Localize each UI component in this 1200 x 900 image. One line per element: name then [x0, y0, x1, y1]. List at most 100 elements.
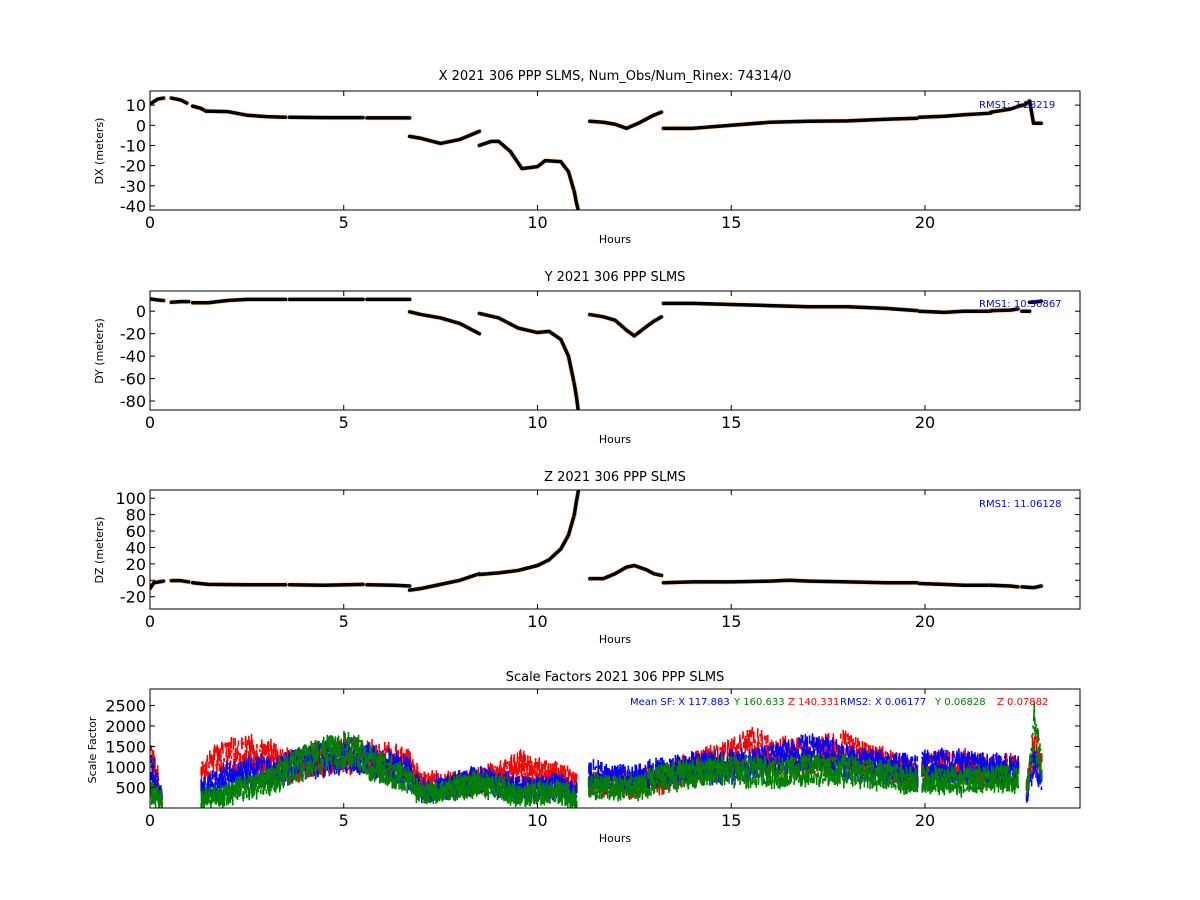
panel-y-ytick-label: 0 — [136, 302, 146, 321]
panel-x-data — [150, 95, 1044, 210]
panel-sf-ytick-label: 500 — [115, 778, 146, 797]
panel-y-ylabel: DY (meters) — [93, 318, 106, 383]
panel-x-ytick-label: -40 — [120, 197, 146, 216]
panel-y-track-2 — [190, 297, 288, 305]
panel-x-track-3 — [204, 109, 288, 119]
panel-x-track-2 — [190, 104, 208, 113]
panel-x-ytick-label: 0 — [136, 116, 146, 135]
panel-y-track-13 — [1027, 299, 1043, 304]
panel-sf-rms2-y: Y 0.06828 — [934, 697, 986, 708]
panel-sf-xtick-label: 10 — [527, 811, 547, 830]
panel-z-track-2 — [190, 580, 288, 587]
panel-z-track-7 — [572, 490, 580, 517]
panel-x-track-6 — [407, 129, 482, 146]
panel-z-rms: RMS1: 11.06128 — [979, 499, 1062, 510]
panel-x-track-11 — [917, 111, 993, 119]
panel-y-track-7 — [572, 382, 580, 410]
panel-z-track-3 — [287, 582, 365, 587]
panel-sf-xtick-label: 0 — [145, 811, 155, 830]
panel-sf-xlabel: Hours — [599, 832, 631, 845]
panel-y-track-9 — [661, 301, 919, 313]
panel-sf-ytick-label: 1000 — [105, 758, 146, 777]
panel-z-xtick-label: 10 — [527, 612, 547, 631]
panel-z-ytick-label: 100 — [115, 489, 146, 508]
panel-z: Z 2021 306 PPP SLMS 0 5 10 15 20100806040200… — [93, 470, 1081, 646]
panel-z-track-0 — [150, 579, 166, 591]
panel-y-xlabel: Hours — [599, 433, 631, 446]
panel-y-track-11 — [989, 307, 1020, 313]
panel-x-ytick-label: -30 — [120, 177, 146, 196]
panel-x-ylabel: DX (meters) — [93, 118, 106, 185]
panel-sf-meansf-z: Z 140.331 — [788, 697, 839, 708]
panel-y-plot: 0 5 10 15 20 0 -20 -40 -60 -80 — [120, 290, 1081, 432]
panel-y-xtick-label: 10 — [527, 413, 547, 432]
panel-y-frame — [149, 290, 1081, 411]
panel-z-ylabel: DZ (meters) — [93, 517, 106, 584]
panel-x-ytick-label: -20 — [120, 157, 146, 176]
panel-x-track-12 — [989, 103, 1024, 114]
panel-z-track-5 — [407, 571, 482, 592]
panel-x: X 2021 306 PPP SLMS, Num_Obs/Num_Rinex: … — [93, 69, 1081, 246]
panel-z-ytick-label: 60 — [126, 522, 146, 541]
panel-sf-series-y-1 — [200, 730, 578, 808]
panel-z-track-11 — [989, 583, 1020, 589]
panel-z-xtick-label: 20 — [915, 612, 935, 631]
panel-sf-ylabel: Scale Factor — [86, 716, 99, 783]
panel-x-xtick-label: 15 — [721, 213, 741, 232]
panel-z-track-1 — [169, 578, 191, 584]
panel-z-xtick-label: 15 — [721, 612, 741, 631]
panel-x-track-7 — [477, 139, 577, 194]
panel-z-title: Z 2021 306 PPP SLMS — [544, 470, 686, 485]
panel-z-xtick-label: 0 — [145, 612, 155, 631]
panel-x-xtick-label: 5 — [339, 213, 349, 232]
panel-sf-ytick-label: 2000 — [105, 717, 146, 736]
panel-z-track-10 — [917, 581, 993, 587]
panel-y-track-8 — [588, 312, 664, 338]
panel-z-track-4 — [365, 583, 412, 588]
panel-z-ytick-label: 20 — [126, 555, 146, 574]
panel-sf-data — [150, 701, 1043, 808]
panel-z-track-8 — [588, 563, 664, 581]
panel-y-title: Y 2021 306 PPP SLMS — [544, 270, 686, 285]
panel-sf-frame — [149, 688, 1081, 809]
panel-x-track-0 — [150, 96, 166, 106]
panel-y-track-0 — [150, 297, 166, 303]
panel-sf-xtick-label: 15 — [721, 811, 741, 830]
panel-sf-title: Scale Factors 2021 306 PPP SLMS — [506, 670, 725, 685]
panel-sf-xtick-label: 5 — [339, 811, 349, 830]
panel-sf-meansf-y: Y 160.633 — [733, 697, 785, 708]
panel-z-track-12 — [1020, 584, 1043, 590]
panel-x-ytick-label: -10 — [120, 136, 146, 155]
panel-sf-series-y-4 — [1025, 701, 1043, 796]
panel-x-track-9 — [588, 110, 664, 131]
panel-sf-meansf-x: Mean SF: X 117.883 — [630, 697, 730, 708]
panel-y-xtick-label: 20 — [915, 413, 935, 432]
panel-x-track-10 — [661, 116, 919, 131]
panel-z-ytick-label: -20 — [120, 588, 146, 607]
panel-y-data — [150, 296, 1044, 410]
panel-z-ytick-label: 80 — [126, 506, 146, 525]
panel-y-track-1 — [169, 299, 191, 304]
panel-z-frame — [149, 489, 1081, 610]
panel-y-xtick-label: 0 — [145, 413, 155, 432]
panel-x-track-14 — [1027, 99, 1043, 126]
panel-z-ytick-label: 40 — [126, 538, 146, 557]
panel-y-ytick-label: -40 — [120, 347, 146, 366]
panel-z-data — [150, 490, 1044, 593]
panel-x-xlabel: Hours — [599, 233, 631, 246]
panel-x-xtick-label: 0 — [145, 213, 155, 232]
panel-x-xtick-label: 10 — [527, 213, 547, 232]
panel-z-ytick-label: 0 — [136, 571, 146, 590]
panel-y-ytick-label: -20 — [120, 325, 146, 344]
panel-y-xtick-label: 15 — [721, 413, 741, 432]
panel-z-xtick-label: 5 — [339, 612, 349, 631]
panel-sf: Scale Factors 2021 306 PPP SLMS 0 5 10 15 20… — [86, 670, 1081, 845]
panel-sf-xtick-label: 20 — [915, 811, 935, 830]
panel-x-frame — [149, 90, 1081, 211]
panel-sf-series-y-0 — [150, 781, 163, 808]
panel-y-rms: RMS1: 10.30867 — [979, 299, 1062, 310]
